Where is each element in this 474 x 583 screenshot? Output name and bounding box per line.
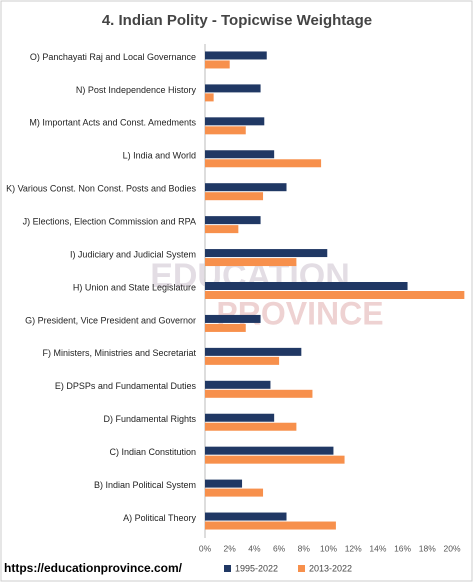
bar <box>205 192 264 201</box>
source-url: https://educationprovince.com/ <box>4 561 183 575</box>
x-tick-label: 16% <box>394 543 411 553</box>
bar <box>205 150 275 159</box>
bar <box>205 93 214 102</box>
bar <box>205 422 297 431</box>
bar <box>205 159 322 168</box>
y-tick-label: L) India and World <box>123 151 196 161</box>
bar <box>205 258 297 267</box>
legend-label: 2013-2022 <box>309 563 352 573</box>
bar <box>205 455 345 464</box>
x-tick-label: 20% <box>443 543 460 553</box>
y-tick-label: A) Political Theory <box>123 513 196 523</box>
bar <box>205 488 264 497</box>
bar <box>205 291 465 299</box>
bar <box>205 84 261 93</box>
y-tick-label: D) Fundamental Rights <box>103 414 196 424</box>
bar <box>205 183 287 192</box>
bar <box>205 60 230 69</box>
bar <box>205 126 246 135</box>
bar <box>205 117 265 126</box>
x-tick-label: 0% <box>199 543 212 553</box>
bar <box>205 479 243 488</box>
bar <box>205 389 313 398</box>
y-tick-label: B) Indian Political System <box>94 480 196 490</box>
bar <box>205 356 280 365</box>
y-tick-label: E) DPSPs and Fundamental Duties <box>55 381 197 391</box>
y-tick-label: N) Post Independence History <box>76 85 197 95</box>
bar <box>205 323 246 332</box>
y-tick-label: H) Union and State Legislature <box>73 282 196 292</box>
y-tick-label: G) President, Vice President and Governo… <box>25 315 196 325</box>
y-tick-label: M) Important Acts and Const. Amedments <box>29 118 196 128</box>
bar <box>205 347 302 356</box>
y-tick-label: J) Elections, Election Commission and RP… <box>23 217 196 227</box>
x-tick-label: 4% <box>248 543 261 553</box>
x-tick-label: 2% <box>224 543 237 553</box>
x-tick-label: 18% <box>419 543 436 553</box>
x-tick-label: 6% <box>273 543 286 553</box>
bar <box>205 282 408 290</box>
bar <box>205 521 336 530</box>
x-tick-label: 8% <box>298 543 311 553</box>
legend-swatch <box>224 565 231 572</box>
x-tick-label: 14% <box>369 543 386 553</box>
x-tick-label: 12% <box>345 543 362 553</box>
bar <box>205 314 261 323</box>
legend-label: 1995-2022 <box>235 563 278 573</box>
bar <box>205 413 275 422</box>
chart-title: 4. Indian Polity - Topicwise Weightage <box>102 12 372 29</box>
y-tick-label: K) Various Const. Non Const. Posts and B… <box>6 184 196 194</box>
bar <box>205 51 267 60</box>
bar <box>205 512 287 521</box>
x-tick-label: 10% <box>320 543 337 553</box>
bar <box>205 225 239 234</box>
bar <box>205 380 271 389</box>
legend-swatch <box>298 565 305 572</box>
y-tick-label: O) Panchayati Raj and Local Governance <box>30 52 196 62</box>
bar <box>205 249 328 258</box>
y-tick-label: F) Ministers, Ministries and Secretariat <box>42 348 196 358</box>
bar <box>205 216 261 225</box>
y-tick-label: I) Judiciary and Judicial System <box>70 249 196 259</box>
y-tick-label: C) Indian Constitution <box>109 447 196 457</box>
bar <box>205 446 334 455</box>
